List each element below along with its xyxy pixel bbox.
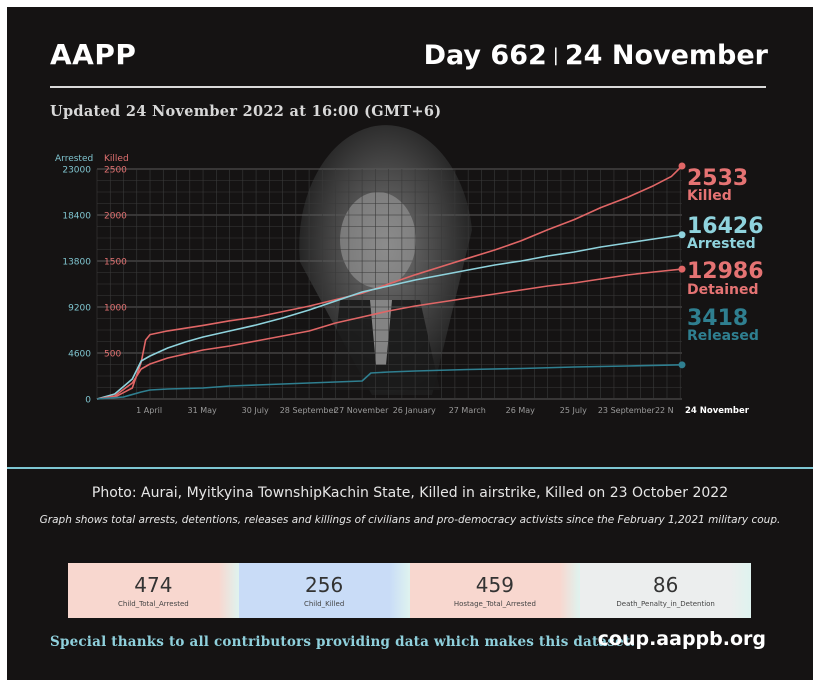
stat-card: 474 Child_Total_Arrested <box>68 563 239 618</box>
right-tick-label: 1500 <box>104 258 127 268</box>
stat-value: 474 <box>134 572 173 597</box>
x-tick-label: 27 November <box>334 406 389 415</box>
x-tick-label: 22 N <box>655 406 674 415</box>
series-line-arrested <box>96 233 683 400</box>
graph-note: Graph shows total arrests, detentions, r… <box>39 514 781 526</box>
site-link[interactable]: coup.aappb.org <box>597 628 766 650</box>
series-line-released <box>96 364 683 400</box>
day-label: Day 662 <box>423 40 547 71</box>
right-tick-label: 500 <box>104 350 121 360</box>
series-endpoint-arrested <box>678 231 686 239</box>
series-endpoint-released <box>678 361 686 369</box>
end-name-released: Released <box>687 328 759 344</box>
end-value-arrested: 16426 <box>687 214 764 239</box>
left-tick-label: 18400 <box>62 212 91 222</box>
x-tick-label: 28 September <box>280 406 338 415</box>
right-tick-label: 2500 <box>104 166 127 176</box>
stat-label: Child_Killed <box>303 599 345 608</box>
x-tick-label: 1 April <box>136 406 162 415</box>
date-label: 24 November <box>564 40 768 71</box>
x-tick-label: 25 July <box>560 406 587 415</box>
updated-timestamp: Updated 24 November 2022 at 16:00 (GMT+6… <box>50 103 442 120</box>
org-title: AAPP <box>50 38 137 71</box>
left-tick-label: 4600 <box>68 350 91 360</box>
x-tick-label: 24 November <box>685 406 750 416</box>
stat-value: 459 <box>475 572 514 597</box>
header-rule <box>50 86 766 88</box>
title-separator: | <box>552 45 559 66</box>
stat-label: Death_Penalty_in_Detention <box>616 599 715 608</box>
x-tick-label: 30 July <box>242 406 269 415</box>
right-tick-label: 1000 <box>104 304 127 314</box>
right-axis-title: Killed <box>104 154 129 164</box>
left-tick-label: 13800 <box>62 258 91 268</box>
end-value-killed: 2533 <box>687 166 748 191</box>
series-endpoint-detained <box>678 265 686 273</box>
section-divider <box>7 467 813 469</box>
left-tick-label: 23000 <box>62 166 91 176</box>
stats-row: 474 Child_Total_Arrested 256 Child_Killed … <box>68 563 751 618</box>
left-tick-label: 0 <box>85 396 91 406</box>
x-tick-label: 26 January <box>393 406 436 415</box>
day-title: Day 662 | 24 November <box>424 40 768 71</box>
right-tick-label: 2000 <box>104 212 127 222</box>
stat-card: 86 Death_Penalty_in_Detention <box>580 563 751 618</box>
x-tick-label: 23 September <box>598 406 656 415</box>
left-axis-title: Arrested <box>55 154 93 164</box>
end-value-detained: 12986 <box>687 259 764 284</box>
end-name-killed: Killed <box>687 188 732 204</box>
thanks-note: Special thanks to all contributors provi… <box>50 634 636 650</box>
stat-value: 86 <box>652 572 679 597</box>
left-tick-label: 9200 <box>68 304 91 314</box>
end-name-arrested: Arrested <box>687 236 756 252</box>
series-line-detained <box>96 268 683 400</box>
stat-label: Hostage_Total_Arrested <box>453 599 536 608</box>
chart-axes: Arrested Killed 0 4600 9200 13800 18400 23000 50… <box>55 154 750 416</box>
series-endpoint-killed <box>678 162 686 170</box>
chart-series <box>96 162 686 400</box>
end-value-released: 3418 <box>687 306 748 331</box>
x-tick-label: 26 May <box>506 406 536 415</box>
x-tick-label: 27 March <box>449 406 486 415</box>
stat-value: 256 <box>305 572 344 597</box>
stat-label: Child_Total_Arrested <box>118 599 189 608</box>
stat-card: 459 Hostage_Total_Arrested <box>409 563 581 618</box>
stat-card: 256 Child_Killed <box>238 563 410 618</box>
photo-caption: Photo: Aurai, Myitkyina TownshipKachin S… <box>91 485 729 501</box>
x-tick-label: 31 May <box>188 406 218 415</box>
victim-photo <box>299 125 472 395</box>
end-name-detained: Detained <box>687 282 759 298</box>
